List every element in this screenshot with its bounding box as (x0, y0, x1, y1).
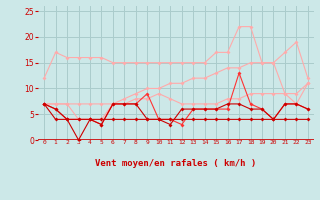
X-axis label: Vent moyen/en rafales ( km/h ): Vent moyen/en rafales ( km/h ) (95, 159, 257, 168)
